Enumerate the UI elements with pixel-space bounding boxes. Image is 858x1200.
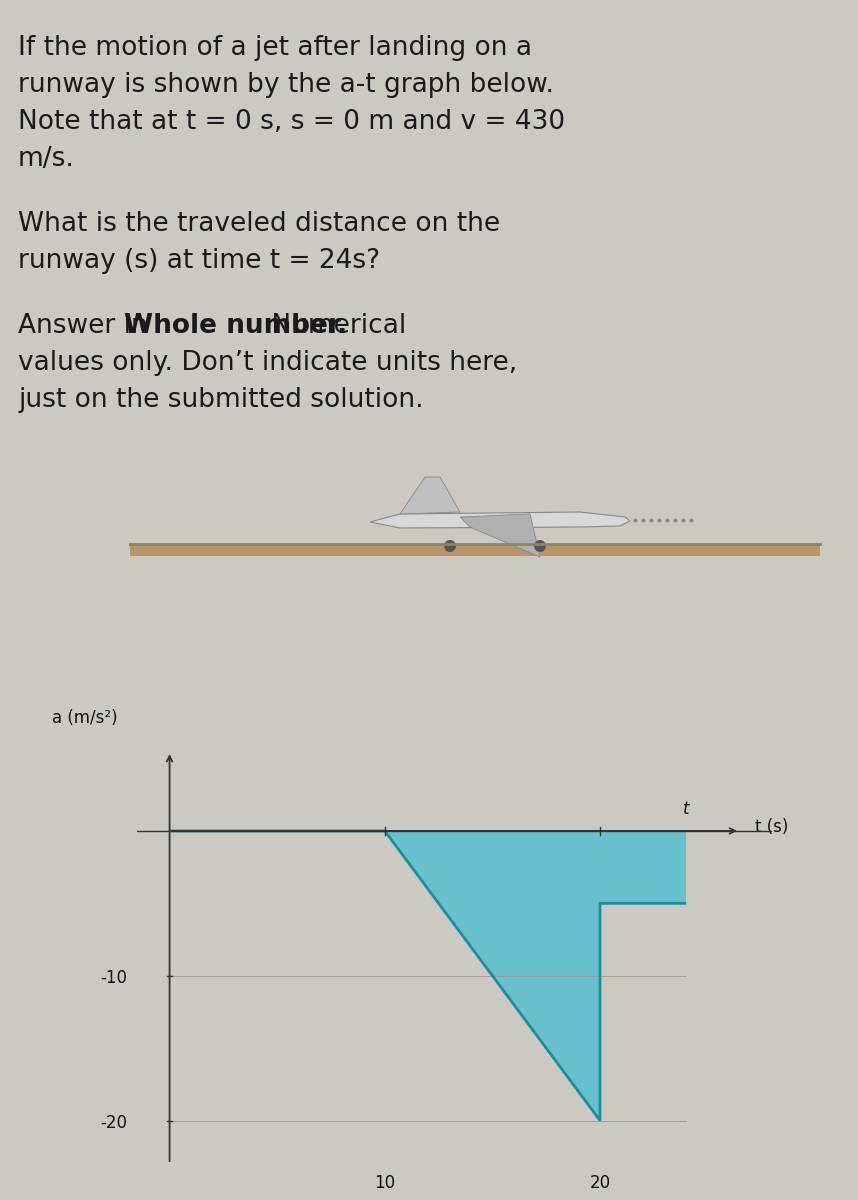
Text: Answer in: Answer in [18,313,156,338]
Text: runway (s) at time t = 24s?: runway (s) at time t = 24s? [18,248,380,274]
Polygon shape [370,512,630,528]
Text: m/s.: m/s. [18,146,75,172]
Text: t: t [683,800,689,818]
Text: values only. Don’t indicate units here,: values only. Don’t indicate units here, [18,350,517,376]
Polygon shape [400,476,460,514]
Text: Whole number.: Whole number. [124,313,347,338]
Text: What is the traveled distance on the: What is the traveled distance on the [18,211,500,236]
Polygon shape [460,514,540,557]
Text: If the motion of a jet after landing on a: If the motion of a jet after landing on … [18,35,532,61]
Circle shape [534,540,546,552]
Circle shape [444,540,456,552]
Text: runway is shown by the a-t graph below.: runway is shown by the a-t graph below. [18,72,554,98]
Polygon shape [384,830,686,1121]
Text: just on the submitted solution.: just on the submitted solution. [18,386,424,413]
Bar [130,544,820,556]
Text: Note that at t = 0 s, s = 0 m and v = 430: Note that at t = 0 s, s = 0 m and v = 43… [18,109,565,134]
Text: Numerical: Numerical [263,313,406,338]
Text: a (m/s²): a (m/s²) [51,709,118,727]
Text: t (s): t (s) [755,818,789,836]
